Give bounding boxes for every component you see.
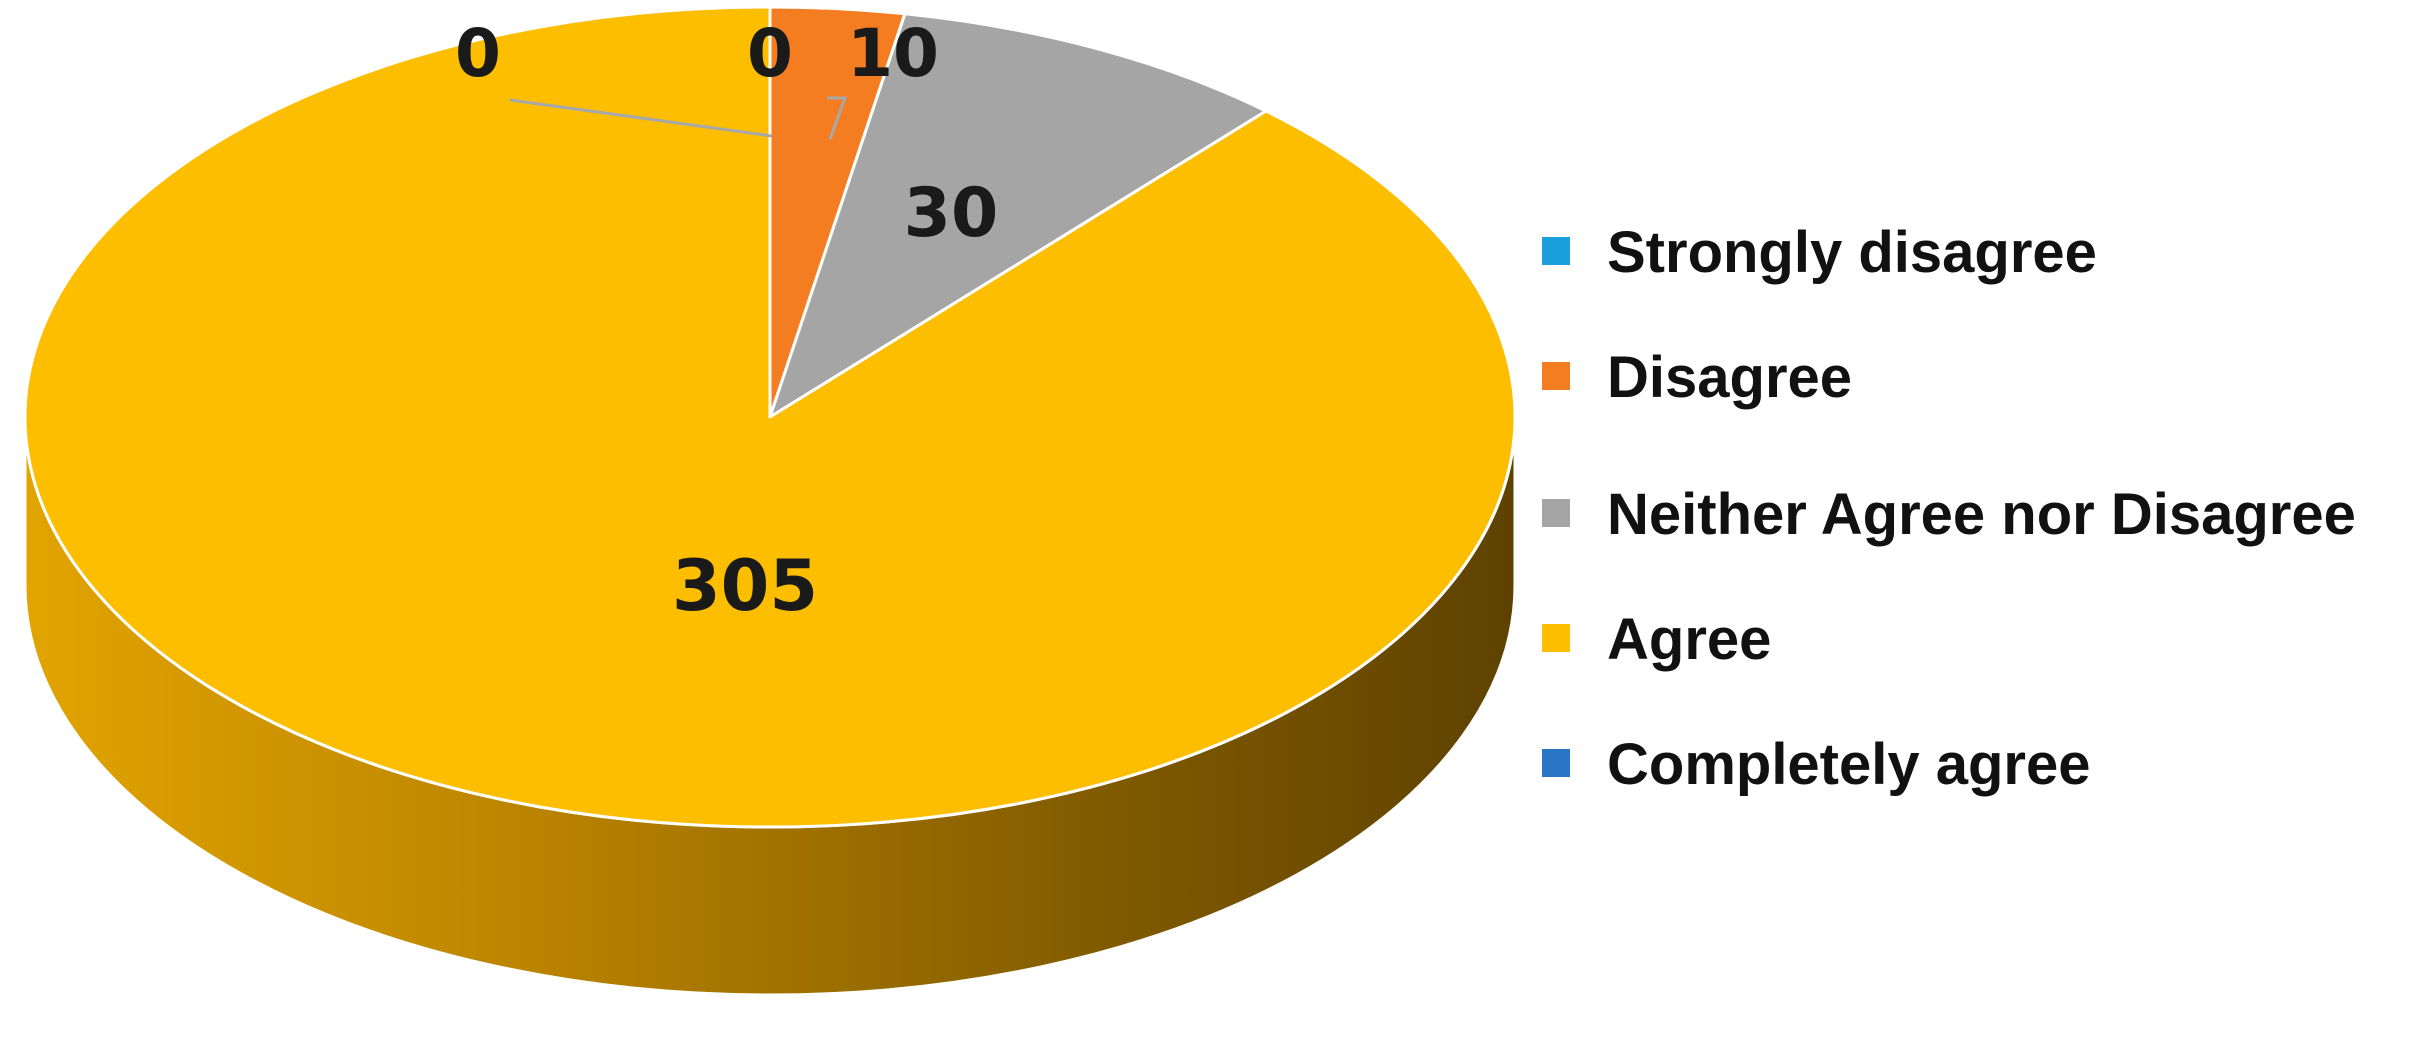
legend-label-neither-agree-nor-disagree: Neither Agree nor Disagree (1607, 482, 2356, 547)
legend-label-strongly-disagree: Strongly disagree (1607, 220, 2097, 285)
legend-swatch-neither-agree-nor-disagree (1542, 499, 1570, 527)
legend: Strongly disagree Disagree Neither Agree n… (1542, 220, 2356, 797)
data-label-disagree: 10 (847, 15, 939, 92)
pie-slice-neither-agree-nor-disagree (768, 12, 1268, 419)
legend-swatch-agree (1542, 624, 1570, 652)
data-label-strongly-disagree: 0 (455, 15, 501, 92)
data-label-agree: 305 (672, 545, 818, 627)
legend-swatch-completely-agree (1542, 749, 1570, 777)
legend-swatch-disagree (1542, 362, 1570, 390)
legend-label-disagree: Disagree (1607, 345, 1852, 410)
leader-line-disagree (827, 96, 848, 140)
legend-swatch-strongly-disagree (1542, 237, 1570, 265)
data-label-completely-agree: 0 (747, 15, 793, 92)
leader-line-strongly-disagree (509, 98, 773, 138)
legend-label-agree: Agree (1607, 607, 1771, 672)
legend-label-completely-agree: Completely agree (1607, 732, 2091, 797)
data-label-neither-agree-nor-disagree: 30 (904, 174, 999, 253)
